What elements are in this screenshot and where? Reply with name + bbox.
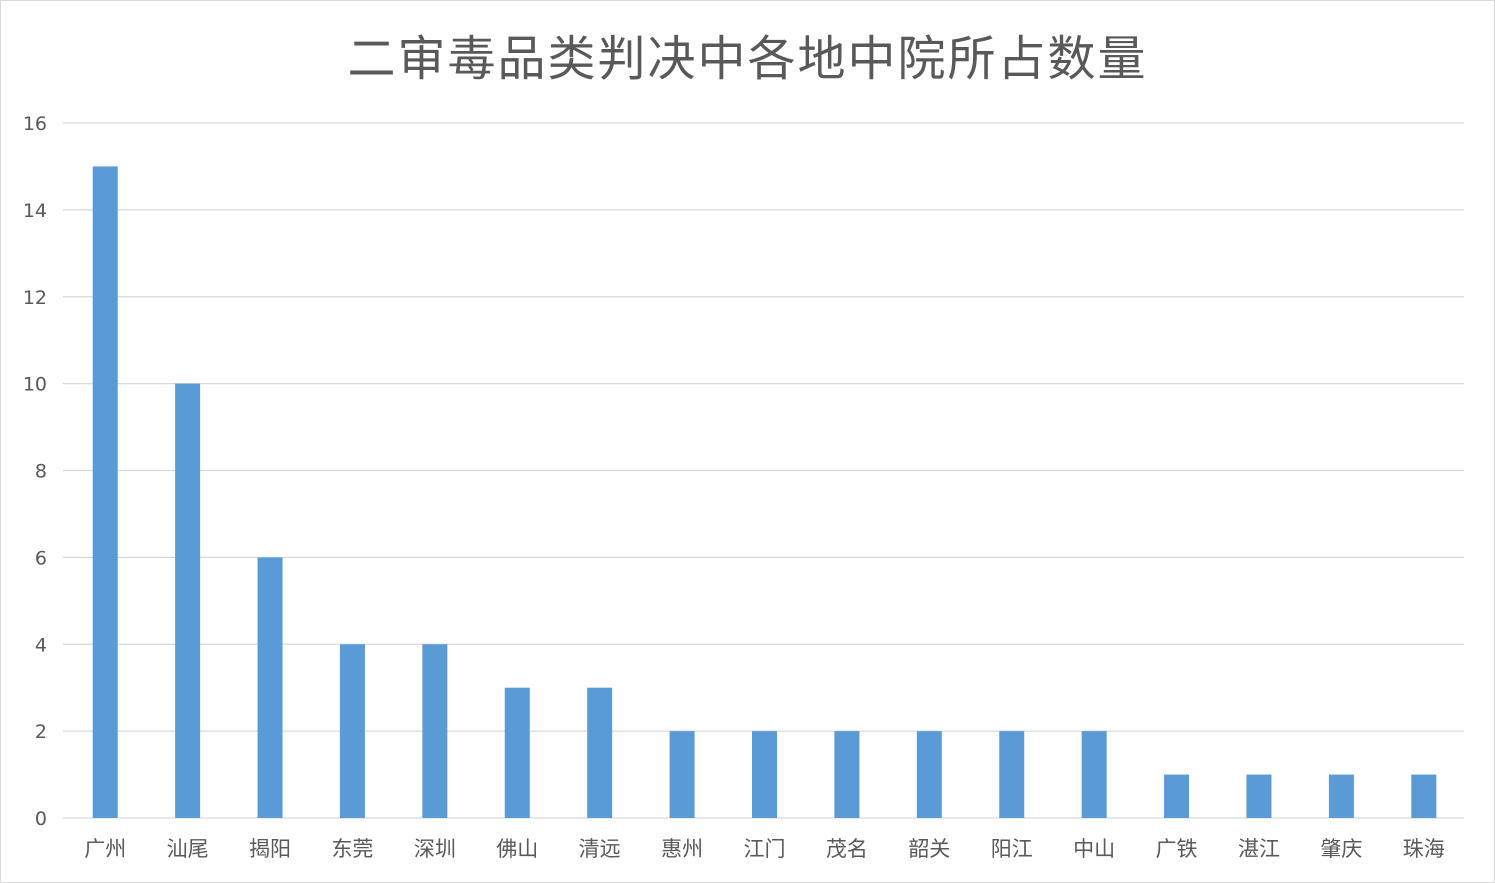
- bar-中山: [1081, 731, 1107, 818]
- bar-东莞: [339, 644, 365, 818]
- bar-韶关: [916, 731, 942, 818]
- y-tick-label: 10: [23, 374, 47, 396]
- y-tick-label: 16: [23, 113, 47, 135]
- category-label: 揭阳: [249, 837, 291, 861]
- bar-肇庆: [1328, 774, 1354, 818]
- category-label: 珠海: [1403, 837, 1445, 861]
- category-label: 深圳: [414, 837, 456, 861]
- y-tick-label: 8: [35, 461, 47, 483]
- category-label: 东莞: [331, 837, 373, 861]
- category-label: 汕尾: [167, 837, 209, 861]
- y-tick-label: 6: [35, 547, 47, 569]
- bar-广州: [92, 166, 118, 818]
- bar-江门: [752, 731, 777, 818]
- bar-阳江: [999, 731, 1025, 818]
- y-tick-label: 14: [23, 200, 47, 222]
- bar-深圳: [422, 644, 448, 818]
- category-label: 江门: [744, 837, 786, 861]
- y-tick-label: 2: [35, 721, 47, 743]
- category-label: 阳江: [991, 837, 1033, 861]
- category-label: 惠州: [661, 837, 703, 861]
- category-label: 广铁: [1156, 837, 1198, 861]
- category-label: 清远: [579, 837, 621, 861]
- bar-茂名: [834, 731, 860, 818]
- y-axis-ticks: 0 2 4 6 8 10 12 14 16: [23, 113, 47, 830]
- y-tick-label: 0: [35, 808, 47, 830]
- category-label: 肇庆: [1320, 837, 1362, 861]
- bar-珠海: [1411, 774, 1437, 818]
- y-tick-label: 4: [35, 634, 47, 656]
- category-label: 茂名: [826, 837, 868, 861]
- category-label: 广州: [84, 837, 126, 861]
- bar-广铁: [1164, 774, 1190, 818]
- category-label: 韶关: [908, 837, 950, 861]
- bars: [92, 166, 1437, 818]
- category-label: 佛山: [496, 837, 538, 861]
- y-tick-label: 12: [23, 287, 47, 309]
- category-label: 湛江: [1238, 837, 1280, 861]
- bar-揭阳: [257, 557, 283, 818]
- category-label: 中山: [1073, 837, 1115, 861]
- bar-佛山: [504, 687, 530, 818]
- bar-汕尾: [175, 383, 201, 818]
- bar-惠州: [669, 731, 695, 818]
- chart-title: 二审毒品类判决中各地中院所占数量: [347, 31, 1148, 87]
- x-axis-categories: 广州 汕尾 揭阳 东莞 深圳 佛山 清远 惠州 江门 茂名 韶关 阳江 中山 广铁 湛江 肇庆 珠海: [84, 837, 1445, 861]
- bar-湛江: [1246, 774, 1272, 818]
- bar-清远: [587, 687, 613, 818]
